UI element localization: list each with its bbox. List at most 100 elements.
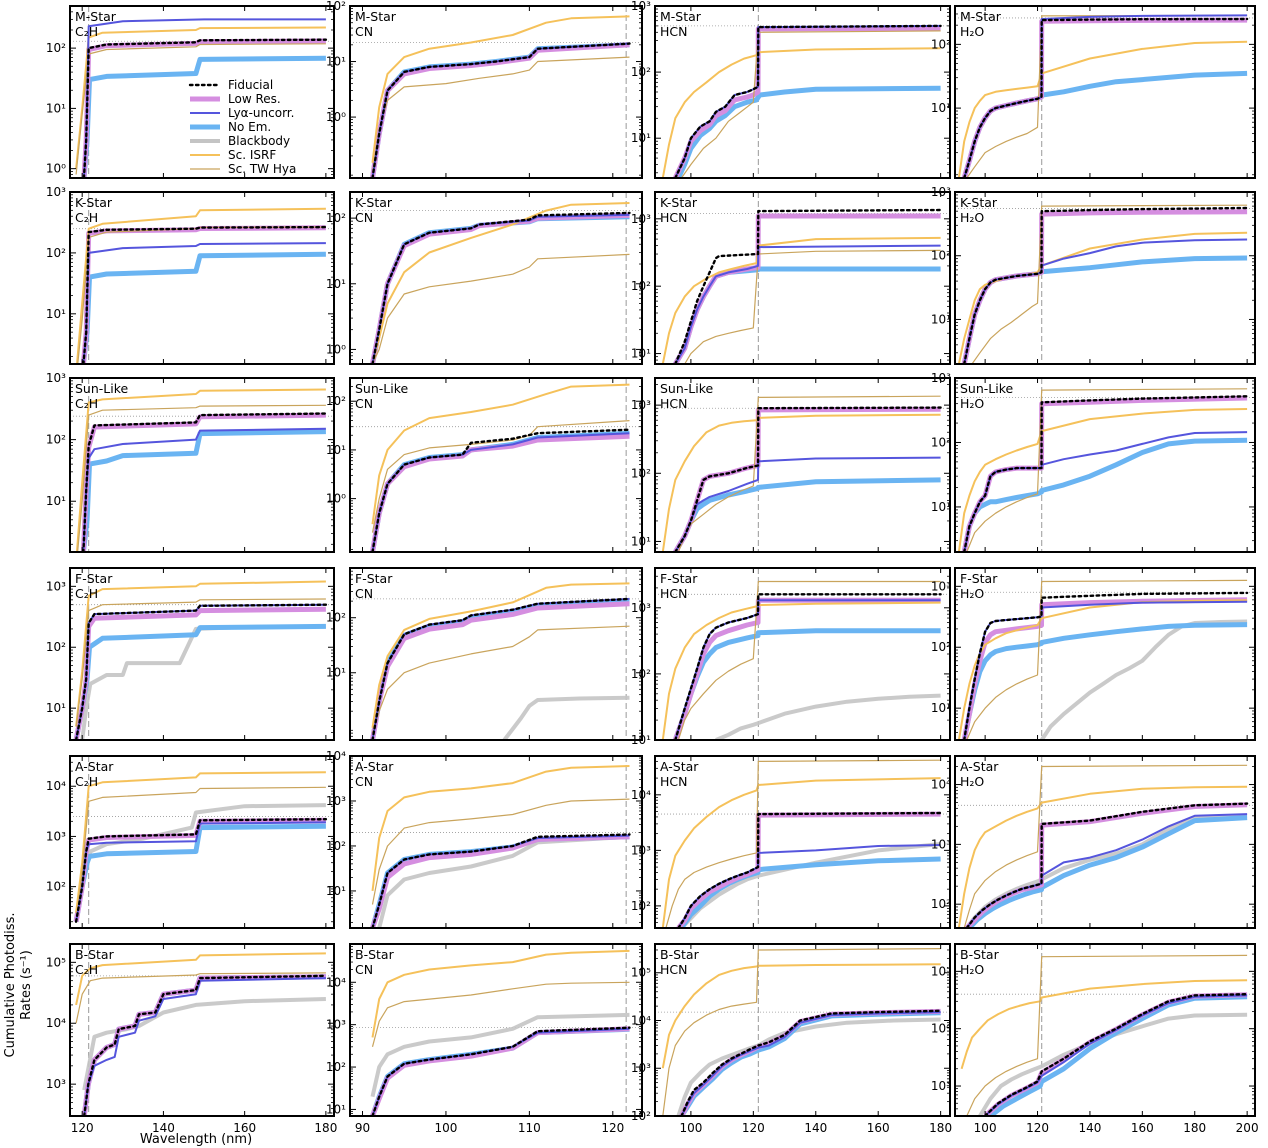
y-tick-label: 10¹: [326, 884, 346, 898]
panel-star-label: B-Star: [355, 947, 395, 962]
panel-star-label: M-Star: [355, 9, 397, 24]
series-bb: [80, 624, 326, 740]
y-tick-label: 10³: [631, 398, 651, 412]
y-tick-label: 10²: [326, 1060, 346, 1074]
panel-frame: [954, 943, 1256, 1117]
plot-area: [70, 568, 334, 740]
plot-area: [655, 192, 950, 364]
panel-star-label: A-Star: [355, 759, 394, 774]
plot-area: [955, 756, 1255, 928]
y-tick-label: 10¹: [931, 312, 951, 326]
series-twhya: [75, 972, 326, 1024]
panel-frame: [954, 567, 1256, 741]
y-tick-label: 10⁴: [326, 749, 346, 763]
series-fiducial: [74, 818, 328, 923]
series-fiducial: [965, 802, 1249, 928]
series-lowres: [370, 212, 630, 364]
y-tick-label: 10²: [631, 65, 651, 79]
panel-star-label: Sun-Like: [75, 381, 129, 396]
panel-frame: [69, 5, 335, 179]
series-isrf: [371, 582, 630, 728]
series-lya: [371, 1027, 630, 1116]
y-tick-label: 10¹: [631, 131, 651, 145]
series-fiducial: [82, 225, 328, 364]
series-isrf: [661, 47, 941, 178]
y-tick-label: 10¹: [46, 494, 66, 508]
y-tick-label: 10¹: [46, 307, 66, 321]
series-isrf: [371, 383, 630, 525]
y-tick-label: 10³: [931, 579, 951, 593]
y-tick-label: 10²: [931, 37, 951, 51]
panel-star-label: Sun-Like: [660, 381, 714, 396]
series-isrf: [75, 26, 326, 169]
series-twhya: [966, 14, 1248, 178]
panel-molecule-label: CN: [355, 210, 373, 225]
series-noem: [370, 430, 630, 552]
series-lowres: [983, 992, 1248, 1116]
x-tick-label: 110: [518, 1121, 541, 1135]
panel-molecule-label: C₂H: [75, 210, 98, 225]
panel-frame: [954, 191, 1256, 365]
y-tick-label: 10³: [931, 371, 951, 385]
series-fiducial: [674, 406, 942, 552]
panel-frame: [69, 377, 335, 553]
series-twhya: [371, 420, 630, 533]
y-tick-label: 10⁴: [631, 788, 651, 802]
x-tick-label: 160: [867, 1121, 890, 1135]
y-tick-label: 10²: [46, 41, 66, 55]
y-tick-label: 10²: [46, 640, 66, 654]
panel-molecule-label: CN: [355, 586, 373, 601]
series-lowres: [964, 802, 1248, 928]
panel-frame: [69, 943, 335, 1117]
x-tick-label: 90: [355, 1121, 370, 1135]
series-noem: [967, 815, 1248, 928]
panel-frame: [69, 191, 335, 365]
y-tick-label: 10³: [46, 371, 66, 385]
series-fiducial: [983, 993, 1249, 1116]
series-twhya: [966, 388, 1248, 552]
series-lowres: [961, 597, 1248, 740]
panel-molecule-label: H₂O: [960, 396, 984, 411]
series-bb: [80, 803, 326, 888]
panel-frame: [349, 377, 643, 553]
y-tick-label: 10²: [631, 1109, 651, 1123]
panel-frame: [954, 5, 1256, 179]
panel-molecule-label: C₂H: [75, 396, 98, 411]
panel-molecule-label: H₂O: [960, 24, 984, 39]
y-tick-label: 10¹: [631, 534, 651, 548]
y-tick-label: 10²: [326, 0, 346, 13]
panel-molecule-label: HCN: [660, 24, 687, 39]
y-tick-label: 10⁴: [931, 778, 951, 792]
panel-molecule-label: H₂O: [960, 586, 984, 601]
series-lowres: [370, 834, 630, 928]
plot-area: [350, 944, 642, 1116]
series-noem: [81, 974, 326, 1116]
series-noem: [961, 437, 1248, 552]
y-tick-label: 10³: [931, 837, 951, 851]
series-noem: [370, 214, 630, 364]
series-fiducial: [963, 591, 1249, 740]
series-isrf: [75, 388, 326, 552]
series-twhya: [684, 249, 941, 364]
series-lowres: [961, 395, 1248, 552]
y-tick-label: 10³: [631, 843, 651, 857]
legend-label-twhya: Sc. TW Hya: [228, 162, 296, 176]
series-lya: [82, 242, 326, 364]
series-twhya: [681, 30, 941, 178]
y-tick-label: 10¹: [326, 55, 346, 69]
panel-star-label: F-Star: [660, 571, 698, 586]
panel-frame: [349, 567, 643, 741]
y-tick-label: 10⁴: [46, 779, 66, 793]
series-lowres: [370, 433, 630, 552]
x-tick-label: 140: [1078, 1121, 1101, 1135]
panel-frame: [654, 943, 951, 1117]
x-tick-label: 140: [804, 1121, 827, 1135]
series-bb: [377, 834, 630, 928]
panel-molecule-label: CN: [355, 396, 373, 411]
panel-molecule-label: HCN: [660, 586, 687, 601]
y-tick-label: 10⁰: [326, 492, 346, 506]
series-lowres: [81, 38, 326, 178]
legend-label-fiducial: Fiducial: [228, 78, 273, 92]
